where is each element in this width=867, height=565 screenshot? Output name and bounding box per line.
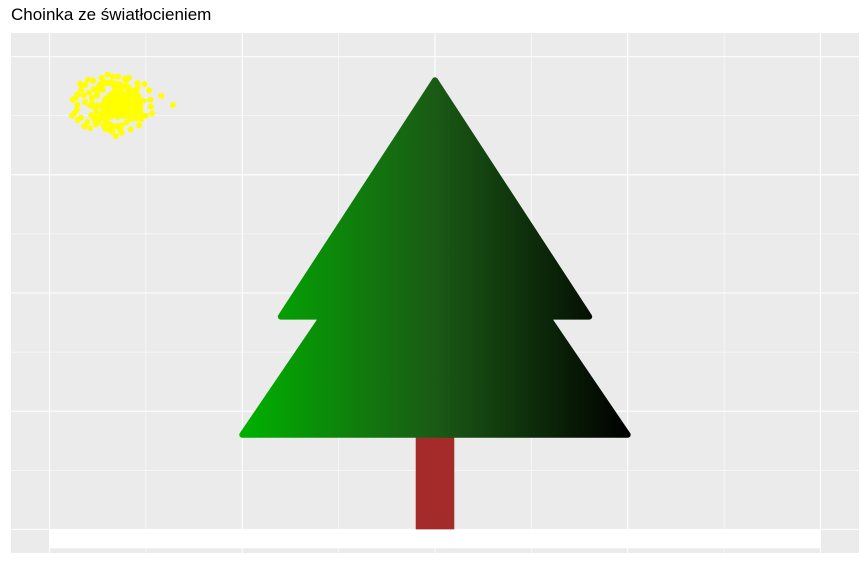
sun-point bbox=[141, 81, 148, 88]
sun-point bbox=[81, 123, 88, 130]
sun-point bbox=[84, 118, 91, 125]
sun-point bbox=[139, 112, 146, 119]
sun-point bbox=[128, 116, 135, 122]
sun-point bbox=[112, 133, 119, 140]
sun-point bbox=[137, 107, 144, 114]
sun-point bbox=[88, 94, 95, 101]
sun-point bbox=[85, 76, 92, 83]
sun-point bbox=[121, 75, 128, 82]
sun-point bbox=[149, 110, 156, 117]
sun-point bbox=[123, 119, 130, 126]
tree-crown bbox=[239, 77, 631, 438]
sun-point bbox=[109, 73, 116, 80]
sun-point bbox=[87, 125, 93, 131]
sun-point bbox=[135, 92, 142, 99]
sun-point bbox=[71, 110, 78, 117]
sun-point bbox=[90, 77, 97, 84]
sun-point bbox=[147, 103, 154, 110]
sun-point bbox=[169, 101, 176, 108]
snow-ground bbox=[49, 529, 821, 549]
sun-point bbox=[115, 73, 122, 80]
chart-title: Choinka ze światłocieniem bbox=[11, 5, 212, 24]
sun-point bbox=[85, 89, 92, 96]
sun-point bbox=[109, 128, 115, 135]
sun-points bbox=[68, 71, 176, 140]
sun-point bbox=[118, 129, 125, 136]
sun-point bbox=[92, 121, 99, 128]
sun-point bbox=[134, 80, 141, 87]
sun-point bbox=[140, 97, 147, 104]
sun-point bbox=[98, 74, 105, 81]
sun-point bbox=[133, 115, 140, 122]
sun-point bbox=[158, 92, 165, 99]
sun-point bbox=[147, 96, 154, 103]
sun-point bbox=[130, 100, 137, 107]
sun-point bbox=[134, 84, 141, 91]
sun-point bbox=[104, 71, 111, 78]
sun-point bbox=[131, 110, 138, 117]
sun-point bbox=[136, 122, 142, 129]
sun-point bbox=[118, 122, 125, 129]
sun-point bbox=[110, 96, 117, 103]
sun-point bbox=[74, 117, 81, 123]
sun-point bbox=[74, 101, 81, 108]
sun-point bbox=[87, 102, 93, 109]
sun-point bbox=[93, 108, 100, 115]
sun-point bbox=[74, 91, 81, 98]
sun-point bbox=[105, 114, 112, 121]
sun-point bbox=[92, 114, 98, 121]
sun-point bbox=[102, 126, 109, 132]
sun-point bbox=[82, 99, 88, 105]
sun-point bbox=[146, 87, 152, 94]
tree-trunk bbox=[415, 434, 455, 530]
sun-point bbox=[80, 92, 87, 99]
sun-point bbox=[96, 84, 103, 91]
sun-point bbox=[127, 126, 134, 133]
sun-point bbox=[115, 101, 122, 108]
sun-point bbox=[78, 86, 85, 93]
